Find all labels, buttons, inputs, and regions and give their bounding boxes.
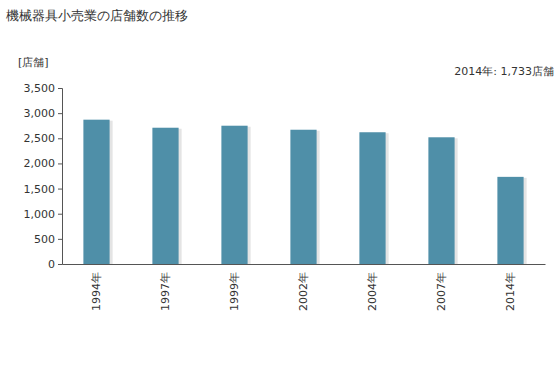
bar <box>428 137 454 264</box>
annotation: 2014年: 1,733店舗 <box>454 65 554 78</box>
y-tick: 0 <box>48 258 62 271</box>
bars <box>83 120 526 264</box>
y-tick: 2,000 <box>24 157 63 170</box>
x-tick-label: 2014年 <box>504 272 517 311</box>
y-tick-label: 1,500 <box>24 183 56 196</box>
x-tick-label: 2004年 <box>366 272 379 311</box>
y-tick-label: 500 <box>34 233 55 246</box>
x-tick: 1999年 <box>228 264 241 311</box>
y-axis: 0 500 1,000 1,500 2,000 2,500 3,000 3,500 <box>24 82 63 271</box>
x-axis-line <box>63 264 546 265</box>
y-tick: 3,500 <box>24 82 63 95</box>
title: 機械器具小売業の店舗数の推移 <box>6 8 188 23</box>
y-tick: 3,000 <box>24 107 63 120</box>
x-tick-label: 1994年 <box>90 272 103 311</box>
x-tick: 2002年 <box>297 264 310 311</box>
y-tick-label: 3,000 <box>24 107 56 120</box>
y-tick: 1,500 <box>24 183 63 196</box>
y-tick-mark <box>58 163 62 164</box>
y-tick-label: 2,500 <box>24 132 56 145</box>
bar <box>497 177 523 264</box>
bar <box>83 120 109 264</box>
x-tick: 1994年 <box>90 264 103 311</box>
y-tick-mark <box>58 189 62 190</box>
bar <box>221 126 247 264</box>
y-tick-mark <box>58 239 62 240</box>
y-tick-label: 2,000 <box>24 157 56 170</box>
bar <box>359 132 385 264</box>
y-tick-label: 0 <box>48 258 55 271</box>
y-tick-mark <box>58 138 62 139</box>
y-tick-label: 1,000 <box>24 208 56 221</box>
y-tick-mark <box>58 88 62 89</box>
y-tick-mark <box>58 264 62 265</box>
x-tick-label: 2007年 <box>435 272 448 311</box>
y-tick-label: 3,500 <box>24 82 56 95</box>
x-tick: 1997年 <box>159 264 172 311</box>
x-tick: 2007年 <box>435 264 448 311</box>
y-axis-line <box>58 89 63 265</box>
y-tick-mark <box>58 214 62 215</box>
y-axis-title: [店舗] <box>18 56 49 69</box>
x-tick-label: 2002年 <box>297 272 310 311</box>
bar <box>152 128 178 264</box>
x-tick: 2014年 <box>504 264 517 311</box>
y-tick: 500 <box>34 233 62 246</box>
y-tick: 1,000 <box>24 208 63 221</box>
y-tick-mark <box>58 113 62 114</box>
y-tick: 2,500 <box>24 132 63 145</box>
plot: 05001,0001,5002,0002,5003,0003,5001994年1… <box>24 82 546 311</box>
x-tick-label: 1997年 <box>159 272 172 311</box>
chart: 機械器具小売業の店舗数の推移 [店舗] 2014年: 1,733店舗 0 500 1,00… <box>0 0 560 366</box>
x-tick: 2004年 <box>366 264 379 311</box>
bar <box>290 130 316 264</box>
x-tick-label: 1999年 <box>228 272 241 311</box>
x-axis: 1994年 1997年 1999年 2002年 2004年 2007年 2014年 <box>63 264 546 311</box>
